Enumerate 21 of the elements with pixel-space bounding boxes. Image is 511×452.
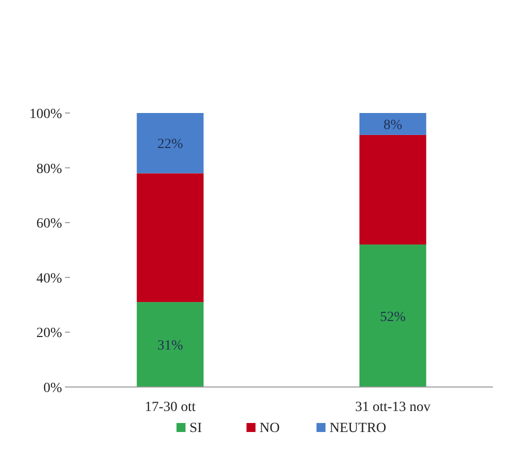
bar [136, 173, 204, 302]
data-label: 8% [383, 118, 402, 133]
data-label: 31% [157, 338, 184, 354]
bar [359, 244, 426, 387]
y-tick-label: 0% [43, 381, 62, 396]
legend-label: NEUTRO [330, 421, 386, 436]
y-tick-label: 20% [36, 326, 62, 342]
x-tick-label: 17-30 ott [144, 400, 196, 415]
legend-label: SI [190, 421, 202, 436]
legend-label: NO [260, 421, 280, 436]
y-tick-label: 40% [36, 271, 62, 286]
bar [136, 302, 204, 387]
data-label: 22% [157, 137, 184, 152]
bar [136, 113, 204, 174]
x-tick-label: 31 ott-13 nov [355, 400, 431, 415]
y-tick-label: 80% [36, 162, 62, 177]
bar [359, 113, 426, 135]
y-tick-label: 100% [29, 107, 62, 122]
y-tick-label: 60% [36, 216, 62, 232]
data-label: 52% [380, 310, 406, 325]
bar [359, 134, 426, 245]
